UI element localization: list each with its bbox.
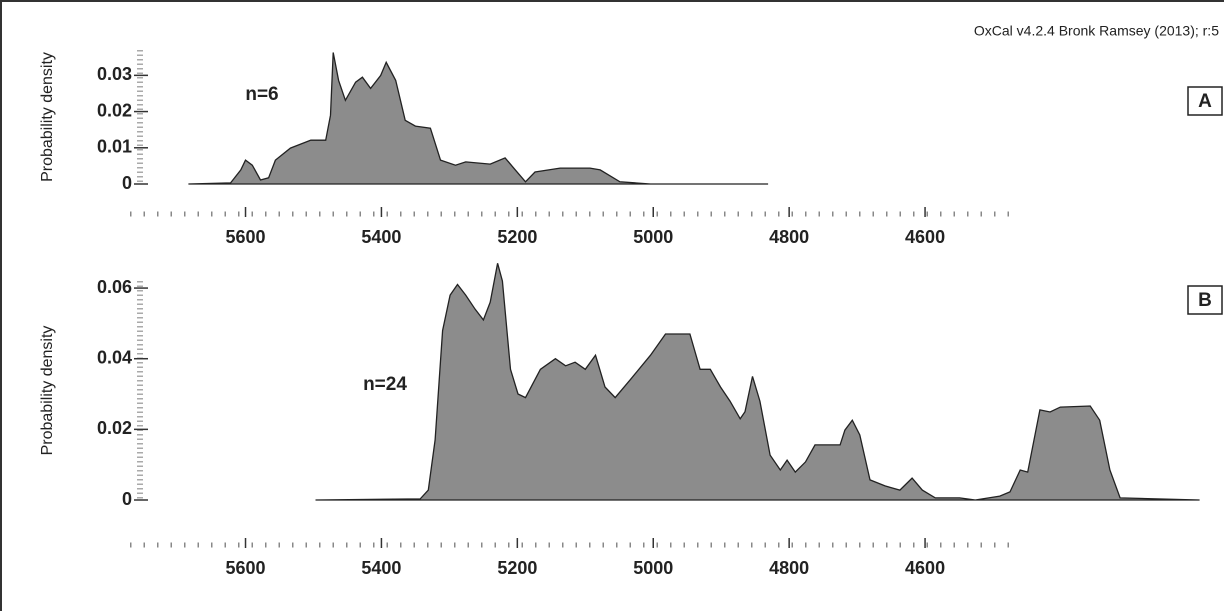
x-tick-label: 5400 <box>361 227 401 247</box>
x-tick-label: 5200 <box>497 227 537 247</box>
y-axis-label: Probability density <box>39 52 56 182</box>
y-tick-label: 0.04 <box>97 347 132 367</box>
x-tick-label: 5000 <box>633 227 673 247</box>
y-tick-label: 0 <box>122 489 132 509</box>
y-tick-label: 0.01 <box>97 137 132 157</box>
x-tick-label: 5000 <box>633 558 673 578</box>
y-tick-label: 0 <box>122 173 132 193</box>
y-tick-label: 0.06 <box>97 277 132 297</box>
density-area <box>188 52 769 185</box>
panel-label-box <box>1187 285 1223 315</box>
y-tick-label: 0.02 <box>97 100 132 120</box>
x-tick-label: 4800 <box>769 227 809 247</box>
panel-label: B <box>1198 290 1212 311</box>
y-tick-label: 0.03 <box>97 64 132 84</box>
y-tick-label: 0.02 <box>97 418 132 438</box>
annotation: n=24 <box>363 374 407 395</box>
header-text: OxCal v4.2.4 Bronk Ramsey (2013); r:5 <box>974 23 1219 39</box>
panel-label-box <box>1187 86 1223 116</box>
annotation: n=6 <box>245 84 278 105</box>
x-tick-label: 4800 <box>769 558 809 578</box>
panel-label: A <box>1198 91 1212 112</box>
x-tick-label: 5200 <box>497 558 537 578</box>
x-tick-label: 4600 <box>905 227 945 247</box>
y-axis-label: Probability density <box>39 326 56 456</box>
x-tick-label: 5600 <box>225 227 265 247</box>
x-tick-label: 5400 <box>361 558 401 578</box>
x-tick-label: 4600 <box>905 558 945 578</box>
density-area <box>315 263 1200 501</box>
x-tick-label: 5600 <box>225 558 265 578</box>
